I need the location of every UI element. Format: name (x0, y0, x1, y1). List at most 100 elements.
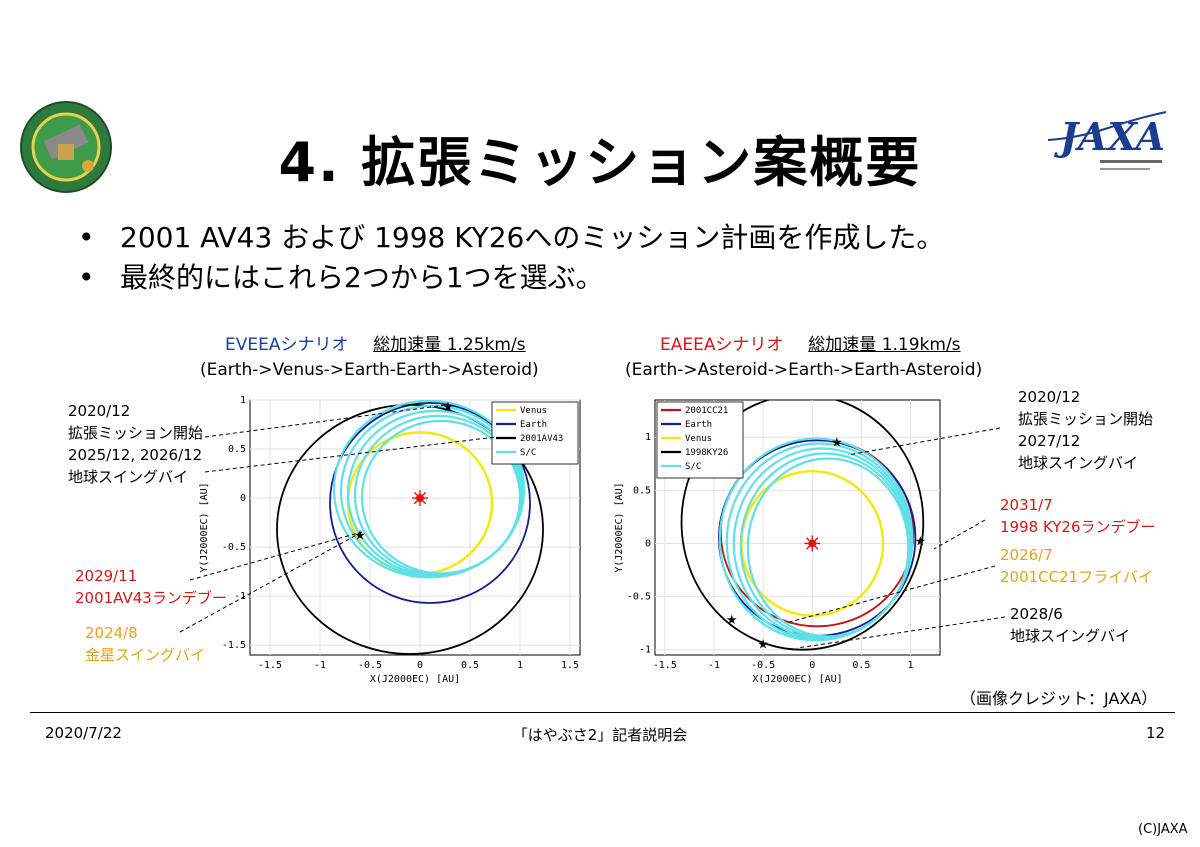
x-tick-label: -0.5 (358, 660, 382, 671)
y-tick-label: -0.5 (222, 542, 246, 553)
bullet-dot-icon: • (78, 261, 95, 294)
x-tick-label: 1 (517, 660, 523, 671)
legend-label: S/C (685, 462, 701, 472)
right-annotation-earth-swingby: 2028/6 地球スイングバイ (1010, 603, 1130, 647)
x-tick-label: 0 (809, 660, 815, 671)
annotation-line: 2001CC21フライバイ (1000, 568, 1153, 586)
x-tick-label: 0.5 (852, 660, 870, 671)
x-tick-label: 0 (417, 660, 423, 671)
sun-marker (808, 539, 817, 548)
annotation-line: 2029/11 (75, 567, 138, 585)
right-scenario-header: EAEEAシナリオ 総加速量 1.19km/s (660, 330, 961, 355)
orbit-1998ky26-line (680, 400, 925, 651)
sc-trajectory-line (746, 457, 910, 638)
right-scenario-name: EAEEAシナリオ (660, 335, 784, 355)
event-star-icon: ★ (915, 534, 927, 549)
annotation-line: 拡張ミッション開始 (68, 424, 204, 442)
annotation-line: 金星スイングバイ (85, 646, 206, 664)
y-tick-label: 0.5 (633, 485, 651, 496)
left-annotation-start: 2020/12 拡張ミッション開始 2025/12, 2026/12 地球スイン… (68, 400, 203, 488)
y-tick-label: 0 (240, 493, 246, 504)
footer-page-number: 12 (1146, 724, 1166, 742)
annotation-line: 2020/12 (1018, 388, 1081, 406)
annotation-line: 1998 KY26ランデブー (1000, 518, 1156, 536)
x-tick-label: 1.5 (561, 660, 579, 671)
bullet-1-text: 2001 AV43 および 1998 KY26へのミッション計画を作成した。 (120, 221, 945, 254)
footer-divider (30, 712, 1175, 713)
legend-label: Earth (685, 420, 712, 430)
left-scenario-name: EVEEAシナリオ (225, 335, 349, 355)
event-star-icon: ★ (442, 400, 454, 415)
legend-label: Venus (520, 406, 547, 416)
sc-trajectory-line (360, 419, 522, 575)
legend-label: S/C (520, 448, 536, 458)
legend-label: Earth (520, 420, 547, 430)
legend-label: Venus (685, 434, 712, 444)
left-annotation-rendezvous: 2029/11 2001AV43ランデブー (75, 565, 227, 609)
image-credit: （画像クレジット：JAXA） (960, 689, 1158, 708)
annotation-line: 拡張ミッション開始 (1018, 410, 1154, 428)
event-star-icon: ★ (726, 613, 738, 628)
x-tick-label: -0.5 (751, 660, 775, 671)
legend-label: 2001AV43 (520, 434, 563, 444)
orbit-group (276, 400, 544, 655)
annotation-line: 2028/6 (1010, 605, 1063, 623)
y-tick-label: 1 (645, 432, 651, 443)
x-tick-label: -1 (708, 660, 720, 671)
hayabusa2-mission-logo (18, 100, 114, 194)
annotation-line: 地球スイングバイ (1018, 454, 1139, 472)
y-tick-label: -0.5 (627, 592, 651, 603)
y-tick-label: -1.5 (222, 640, 246, 651)
sun-ray (413, 491, 418, 496)
right-annotation-flyby: 2026/7 2001CC21フライバイ (1000, 544, 1153, 588)
annotation-line: 2025/12, 2026/12 (68, 446, 203, 464)
jaxa-logo: JAXA (1047, 110, 1168, 182)
y-tick-label: 1 (240, 395, 246, 406)
footer-event: 「はやぶさ2」記者説明会 (512, 726, 688, 744)
legend-label: 1998KY26 (685, 448, 728, 458)
bullet-2-text: 最終的にはこれら2つから1つを選ぶ。 (120, 261, 604, 294)
left-dv-label: 総加速量 1.25km/s (373, 335, 526, 355)
y-axis-label: Y(J2000EC) [AU] (614, 482, 625, 572)
left-annotation-venus-swingby: 2024/8 金星スイングバイ (85, 622, 205, 666)
copyright: (C)JAXA (1138, 822, 1188, 837)
x-axis-label: X(J2000EC) [AU] (370, 674, 460, 685)
x-tick-label: -1.5 (258, 660, 282, 671)
right-annotation-start: 2020/12 拡張ミッション開始 2027/12 地球スイングバイ (1018, 386, 1153, 474)
y-tick-label: 0.5 (228, 444, 246, 455)
annotation-line: 2024/8 (85, 624, 138, 642)
left-scenario-header: EVEEAシナリオ 総加速量 1.25km/s (225, 330, 526, 355)
x-tick-label: 1 (908, 660, 914, 671)
orbit-group (680, 400, 925, 651)
sun-ray (806, 537, 810, 542)
footer-date: 2020/7/22 (45, 724, 122, 742)
x-axis-label: X(J2000EC) [AU] (752, 674, 842, 685)
x-tick-label: -1.5 (653, 660, 677, 671)
event-star-icon: ★ (354, 528, 366, 543)
eveea-orbit-chart: -1.5 -1 -0.5 0 0.5 1 1.5 1 0.5 0 -0.5 -1 -1.5 X(J2000… (199, 395, 581, 685)
y-tick-label: 0 (645, 538, 651, 549)
annotation-line: 2031/7 (1000, 496, 1053, 514)
bullet-dot-icon: • (78, 221, 95, 254)
eaeea-orbit-chart: -1.5 -1 -0.5 0 0.5 110.50-0.5-1X(J2000EC) [AU… (614, 399, 941, 685)
sun-ray (422, 500, 427, 505)
event-star-icon: ★ (831, 436, 843, 451)
y-axis-label: Y(J2000EC) [AU] (199, 482, 210, 572)
orbit-2001av43-line (276, 404, 544, 655)
orbit-earth-line (329, 402, 531, 604)
page-title: 4. 拡張ミッション案概要 (278, 131, 922, 194)
x-tick-label: 0.5 (461, 660, 479, 671)
annotation-line: 2026/7 (1000, 546, 1053, 564)
right-dv-label: 総加速量 1.19km/s (808, 335, 961, 355)
bullet-2: • 最終的にはこれら2つから1つを選ぶ。 (78, 256, 604, 296)
x-tick-label: -1 (314, 660, 326, 671)
y-tick-label: -1 (639, 645, 651, 656)
bullet-1: • 2001 AV43 および 1998 KY26へのミッション計画を作成した。 (78, 216, 944, 256)
sun-ray (806, 545, 810, 550)
annotation-line: 地球スイングバイ (68, 468, 189, 486)
y-tick-label: -1 (234, 591, 246, 602)
sun-ray (814, 537, 819, 542)
sun-ray (422, 491, 427, 496)
legend-box (491, 401, 579, 465)
